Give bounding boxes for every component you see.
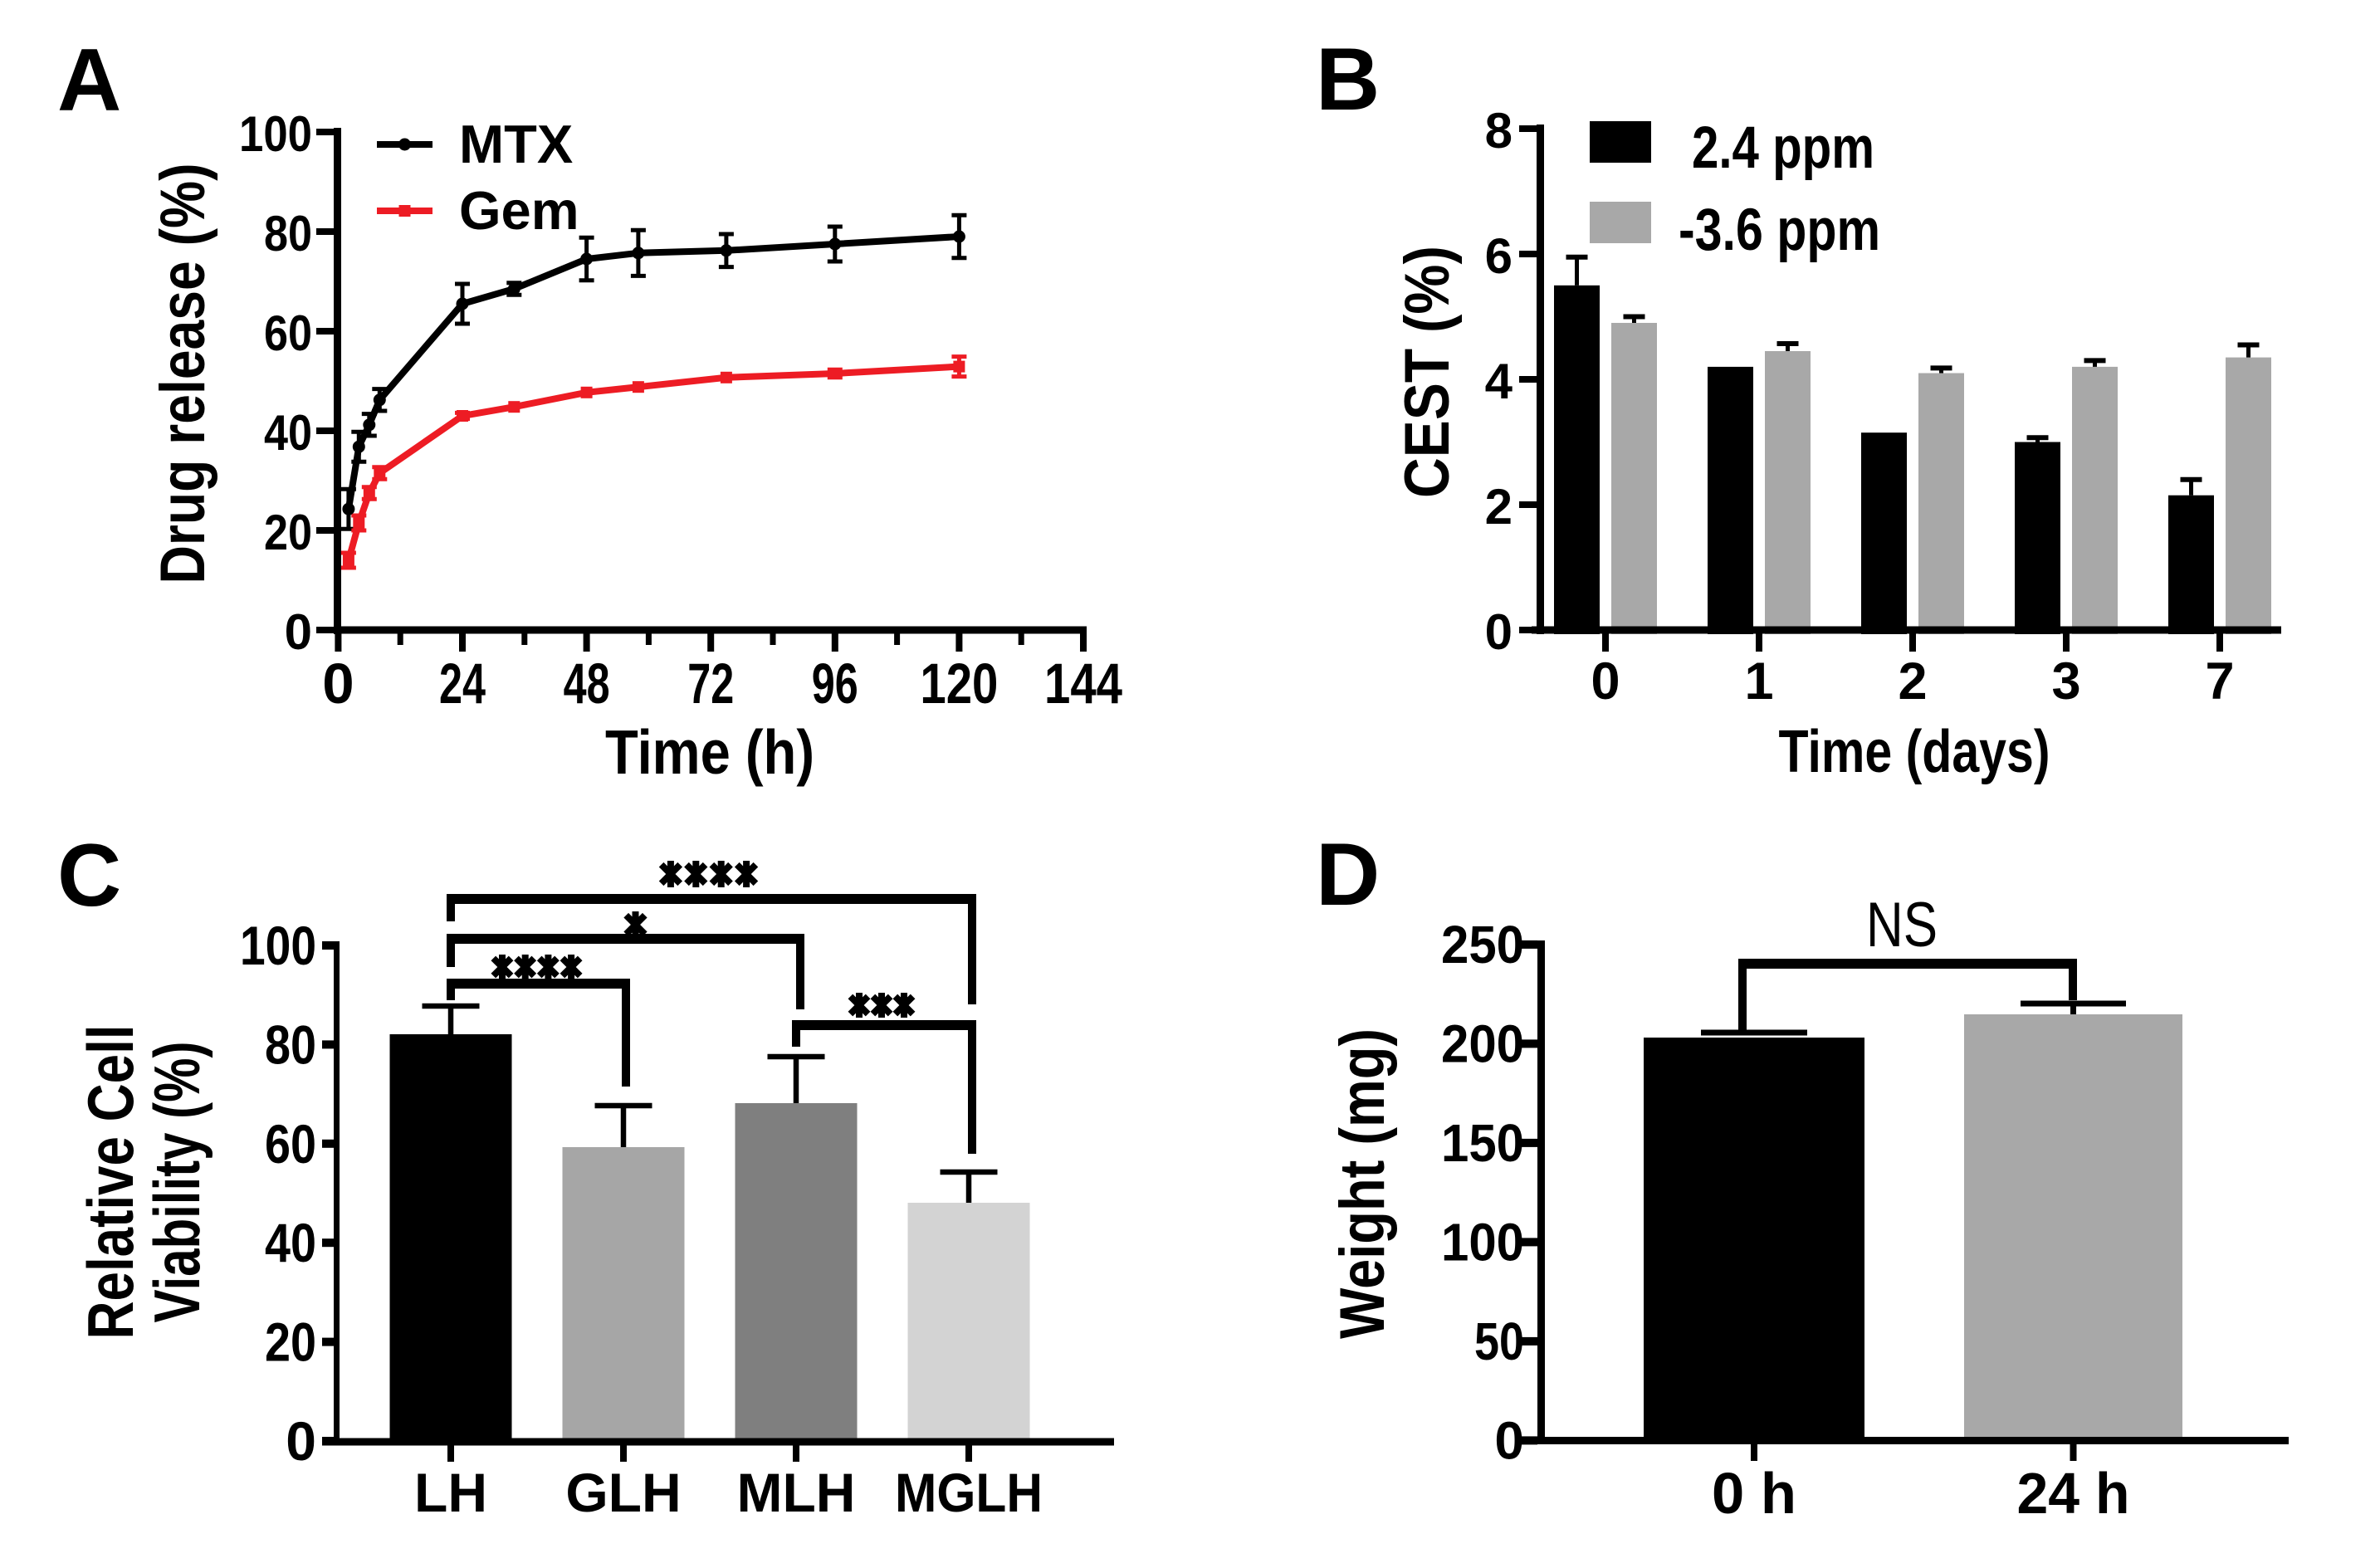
svg-text:MGLH: MGLH [895,1462,1043,1523]
svg-text:CEST (%): CEST (%) [1392,246,1463,498]
svg-text:50: 50 [1474,1311,1524,1371]
svg-text:0: 0 [1485,604,1513,660]
svg-text:120: 120 [920,652,998,716]
svg-text:8: 8 [1485,103,1513,159]
svg-text:40: 40 [264,405,312,461]
svg-text:1: 1 [1744,652,1773,711]
svg-text:40: 40 [265,1212,316,1273]
svg-text:NS: NS [1866,890,1938,960]
svg-text:D: D [1316,824,1380,924]
svg-text:Relative Cell: Relative Cell [74,1025,147,1340]
svg-text:Weight (mg): Weight (mg) [1327,1028,1398,1339]
svg-text:100: 100 [240,915,316,976]
svg-text:100: 100 [1441,1212,1524,1272]
svg-text:3: 3 [2051,652,2080,711]
svg-text:24: 24 [439,652,486,716]
svg-text:MLH: MLH [737,1462,856,1523]
svg-text:MTX: MTX [459,114,573,174]
svg-text:0: 0 [285,604,312,660]
svg-text:20: 20 [264,505,312,560]
svg-text:2: 2 [1485,479,1513,535]
svg-text:144: 144 [1044,652,1122,716]
svg-text:60: 60 [265,1113,316,1175]
svg-text:24 h: 24 h [2017,1461,2130,1526]
svg-text:Viability (%): Viability (%) [140,1042,213,1323]
svg-text:0: 0 [286,1410,316,1472]
svg-text:150: 150 [1441,1113,1524,1173]
svg-text:0 h: 0 h [1712,1461,1796,1526]
svg-text:7: 7 [2205,652,2234,711]
svg-text:4: 4 [1485,354,1513,409]
svg-text:2.4 ppm: 2.4 ppm [1692,115,1874,181]
svg-text:96: 96 [812,652,858,716]
svg-text:Time (days): Time (days) [1779,719,2050,785]
svg-text:100: 100 [239,106,312,162]
svg-text:Drug release (%): Drug release (%) [148,164,218,584]
svg-text:72: 72 [687,652,734,716]
svg-text:80: 80 [264,206,312,261]
svg-text:80: 80 [265,1014,316,1075]
svg-text:200: 200 [1441,1014,1524,1073]
svg-text:LH: LH [414,1462,487,1523]
svg-text:0: 0 [322,652,354,716]
svg-text:60: 60 [264,305,312,361]
svg-text:Gem: Gem [459,180,579,241]
svg-text:0: 0 [1591,652,1620,711]
svg-text:20: 20 [265,1311,316,1373]
svg-text:-3.6 ppm: -3.6 ppm [1679,198,1880,263]
svg-text:0: 0 [1494,1410,1524,1470]
svg-text:C: C [57,825,121,925]
svg-text:250: 250 [1441,915,1524,974]
svg-text:48: 48 [564,652,610,716]
svg-text:2: 2 [1898,652,1927,711]
svg-text:Time (h): Time (h) [605,717,814,787]
svg-text:A: A [57,30,121,129]
svg-text:6: 6 [1485,228,1513,284]
svg-text:GLH: GLH [565,1462,681,1523]
svg-text:B: B [1316,29,1380,129]
